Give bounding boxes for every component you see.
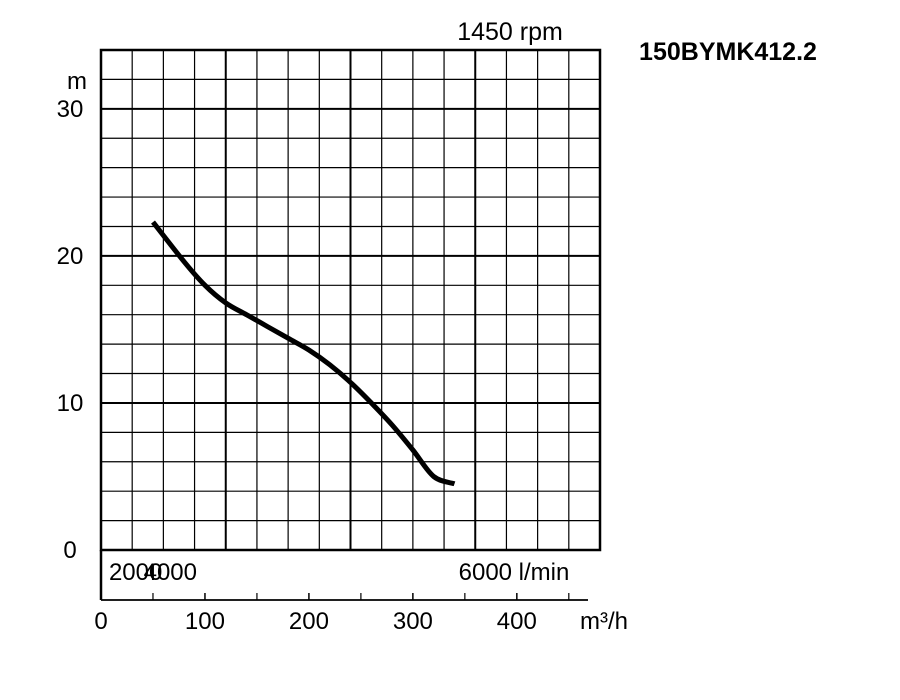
chart-frame [99,48,602,601]
x-primary-tick-label: 0 [94,608,107,635]
y-tick-label: 30 [57,96,84,123]
x-primary-tick-label: 200 [289,608,329,635]
label-layer: 1450 rpm 150BYMK412.2 m 6000 l/min m³/h … [57,18,817,635]
chart-title: 1450 rpm [457,18,563,46]
model-label: 150BYMK412.2 [639,38,817,66]
x-secondary-tick-label: 2000 [109,559,162,586]
y-tick-label: 10 [57,390,84,417]
y-axis-unit: m [67,68,87,95]
head-flow-curve [151,220,456,487]
plot-frame [99,48,602,552]
curve-layer [151,220,456,487]
y-tick-label: 0 [63,537,76,564]
x-primary-tick-label: 400 [497,608,537,635]
x-secondary-tick-label: 4000 [144,559,197,586]
chart-grid [101,50,600,550]
x-primary-unit-label: m³/h [580,608,628,635]
y-tick-label: 20 [57,243,84,270]
x-primary-tick-label: 300 [393,608,433,635]
x-primary-tick-label: 100 [185,608,225,635]
x-secondary-unit-label: 6000 l/min [459,559,570,586]
